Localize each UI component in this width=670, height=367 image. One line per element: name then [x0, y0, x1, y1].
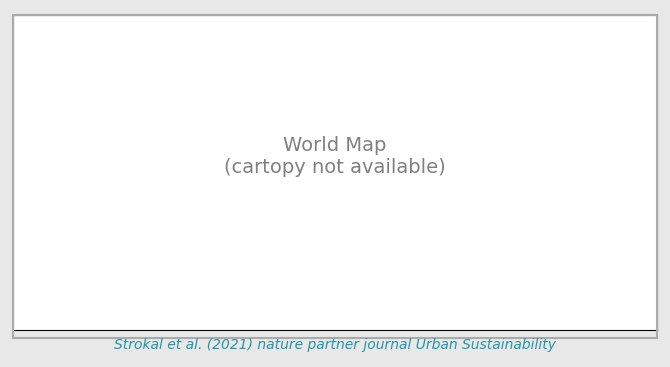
Text: Strokal et al. (2021) nature partner journal Urban Sustainability: Strokal et al. (2021) nature partner jou…	[114, 338, 556, 352]
Text: World Map
(cartopy not available): World Map (cartopy not available)	[224, 136, 446, 177]
